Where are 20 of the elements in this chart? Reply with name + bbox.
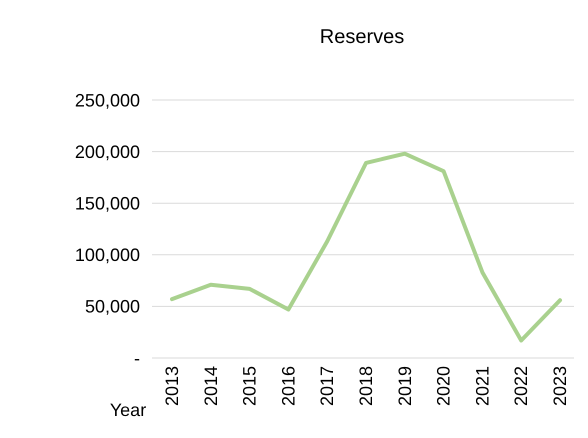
x-tick-label: 2018: [356, 366, 376, 406]
y-tick-label: -: [134, 348, 140, 368]
x-tick-label: 2017: [317, 366, 338, 406]
x-tick-label: 2015: [240, 366, 260, 406]
line-series: [170, 152, 562, 342]
x-tick-label: 2022: [511, 366, 532, 406]
y-tick-label: 150,000: [74, 194, 140, 214]
x-tick-label: 2016: [278, 366, 298, 406]
y-tick-label: 100,000: [74, 245, 140, 266]
chart-title: Reserves: [320, 26, 404, 48]
x-tick-label: 2019: [394, 366, 415, 406]
y-tick-label: 250,000: [74, 90, 140, 110]
x-tick-label: 2020: [434, 366, 454, 406]
x-tick-label: 2021: [472, 366, 492, 406]
x-tick-label: 2023: [550, 366, 570, 406]
y-tick-label: 200,000: [74, 142, 140, 162]
y-tick-label: 50,000: [84, 296, 140, 317]
x-tick-label: 2014: [200, 366, 221, 406]
x-tick-label: 2013: [162, 366, 182, 406]
x-axis-title: Year: [110, 400, 146, 420]
